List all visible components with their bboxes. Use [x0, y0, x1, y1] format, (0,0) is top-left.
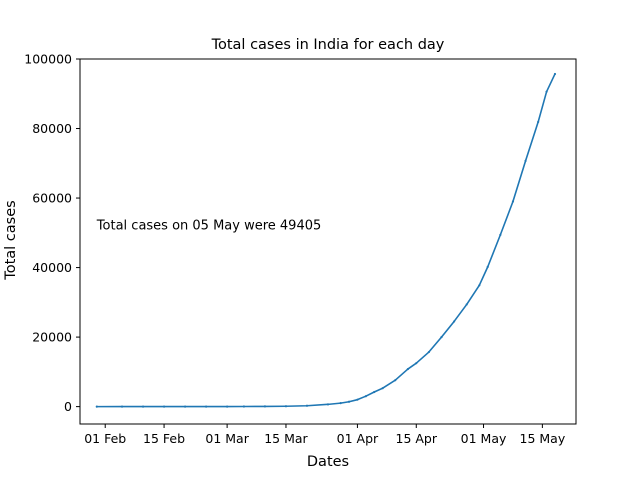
y-tick-label: 20000	[32, 330, 72, 345]
data-point	[205, 405, 208, 408]
y-tick-label: 60000	[32, 191, 72, 206]
data-point	[499, 233, 502, 236]
data-point	[453, 320, 456, 323]
x-tick-label: 15 Feb	[143, 431, 185, 446]
data-point	[242, 405, 246, 408]
y-tick-label: 80000	[32, 121, 72, 136]
x-tick-label: 01 May	[461, 431, 507, 446]
x-axis-label: Dates	[307, 454, 349, 470]
chart-annotation: Total cases on 05 May were 49405	[96, 218, 321, 233]
data-point	[326, 403, 330, 406]
data-point	[427, 350, 430, 354]
data-point	[162, 405, 166, 408]
data-point	[381, 387, 384, 390]
x-tick-label: 15 Apr	[396, 431, 438, 446]
data-point	[373, 390, 376, 394]
y-axis-ticks: 0 20000 40000 60000 80000 100000	[24, 52, 80, 414]
data-point	[394, 379, 397, 382]
data-point	[415, 362, 418, 365]
data-point	[356, 398, 359, 401]
data-point	[524, 159, 527, 162]
data-point	[141, 405, 145, 408]
data-point	[406, 367, 409, 371]
y-axis-label: Total cases	[3, 200, 19, 280]
data-point	[263, 405, 267, 408]
x-tick-label: 01 Feb	[84, 431, 126, 446]
data-point	[553, 72, 557, 76]
data-point	[95, 405, 98, 408]
x-axis-ticks: 01 Feb 15 Feb 01 Mar 15 Mar 01 Apr 15 Apr 01 M…	[84, 424, 566, 446]
data-point	[537, 120, 540, 124]
data-point	[339, 402, 342, 405]
y-tick-label: 40000	[32, 260, 72, 275]
data-point	[478, 284, 481, 287]
data-point	[465, 303, 468, 306]
data-point	[364, 395, 367, 398]
y-tick-label: 100000	[24, 52, 72, 67]
x-tick-label: 15 Mar	[264, 431, 308, 446]
plot-frame	[79, 58, 577, 425]
x-tick-label: 01 Mar	[205, 431, 249, 446]
data-point	[284, 405, 288, 408]
data-point	[511, 200, 515, 203]
data-point	[183, 405, 187, 408]
data-point	[545, 90, 548, 93]
data-point	[226, 405, 229, 408]
x-tick-label: 01 Apr	[337, 431, 379, 446]
data-point	[486, 265, 489, 268]
series-line	[96, 73, 556, 408]
chart-marks	[95, 72, 557, 408]
y-tick-label: 0	[64, 399, 72, 414]
data-point	[440, 336, 443, 339]
data-point	[305, 404, 309, 407]
x-tick-label: 15 May	[520, 431, 566, 446]
chart-title: Total cases in India for each day	[211, 37, 445, 53]
data-point	[120, 405, 124, 408]
data-point	[347, 400, 351, 403]
